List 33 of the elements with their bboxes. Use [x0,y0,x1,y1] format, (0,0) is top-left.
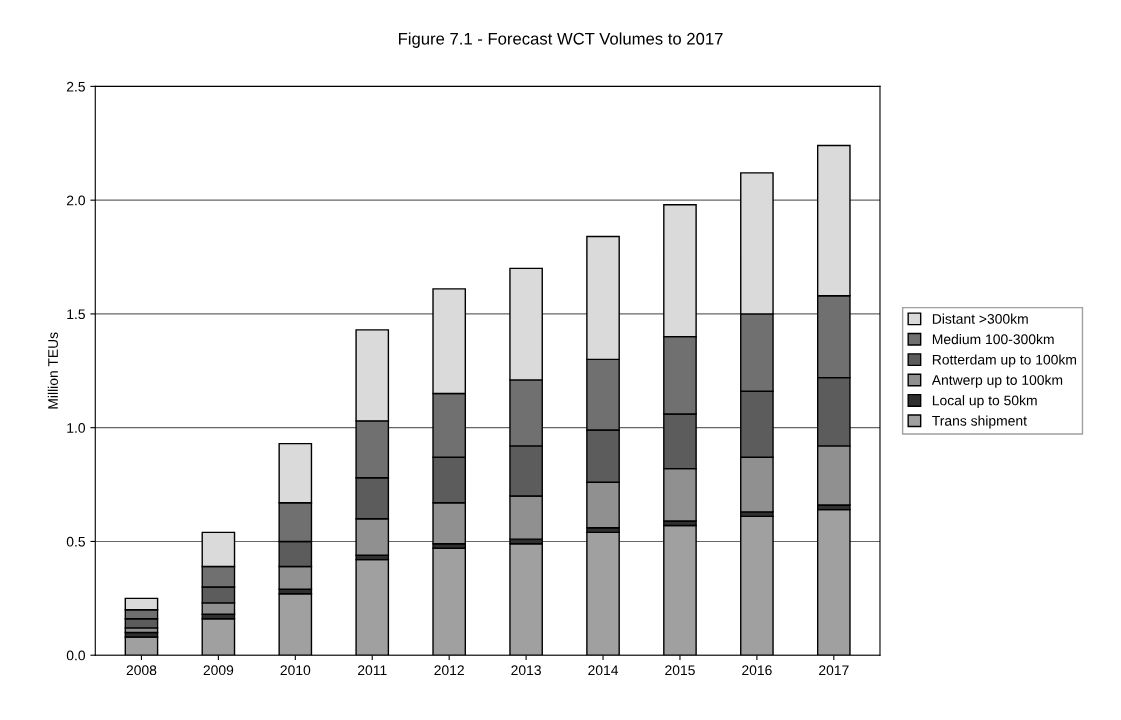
y-tick-label: 1.0 [67,423,86,433]
y-tick-label: 0.0 [66,650,86,661]
legend-label: Distant >300km [932,313,1028,324]
x-tick-label: 2010 [280,665,311,676]
legend-label: Medium 100-300km [932,334,1054,345]
bar [278,593,313,656]
x-tick-label: 2013 [511,665,541,676]
bar [816,508,851,656]
bar [740,515,774,656]
y-axis-title: Million TEUs [47,332,58,409]
x-tick-label: 2016 [742,665,772,676]
bar [201,618,236,656]
y-tick-label: 1.5 [67,309,85,320]
x-tick-label: 2009 [203,665,234,676]
bar [432,547,467,656]
bar [509,543,543,656]
x-tick-label: 2011 [358,665,387,676]
x-tick-label: 2017 [819,665,849,676]
x-tick-label: 2008 [126,665,157,676]
y-tick-label: 2.0 [66,195,86,206]
bar [586,531,620,656]
y-tick-label: 0.5 [66,536,85,547]
x-tick-label: 2012 [434,665,464,676]
bar [663,524,697,656]
legend-label: Antwerp up to 100km [931,374,1063,388]
chart-title: Figure 7.1 - Forecast WCT Volumes to 2017 [398,32,723,48]
legend-label: Local up to 50km [932,395,1037,409]
x-tick-label: 2014 [588,665,619,676]
y-tick-label: 2.5 [66,81,85,92]
legend-label: Trans shipment [932,415,1027,429]
bar [355,558,390,656]
legend-label: Rotterdam up to 100km [932,354,1077,368]
x-tick-label: 2015 [665,665,695,676]
